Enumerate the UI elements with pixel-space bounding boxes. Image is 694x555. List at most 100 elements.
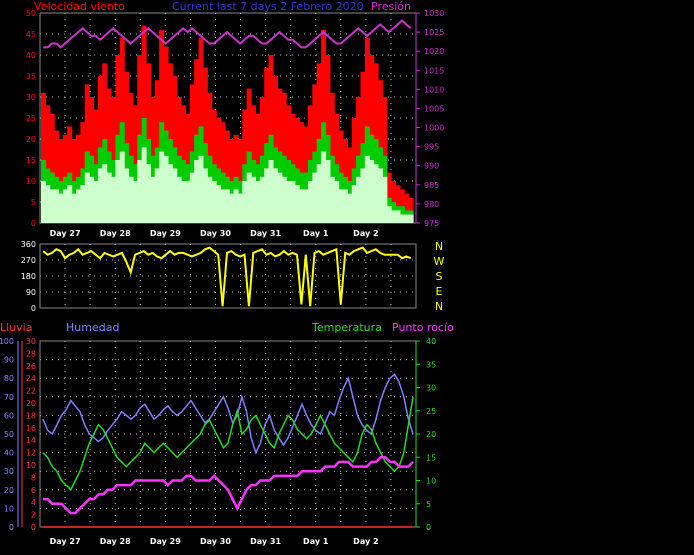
rain-y-tick-label: 16 bbox=[26, 424, 36, 433]
wind-light-bar bbox=[408, 214, 414, 223]
climate-x-tick-label: Day 28 bbox=[100, 537, 131, 546]
wind-light-bar bbox=[150, 176, 156, 223]
wind-light-bar bbox=[229, 193, 235, 223]
wind-gust-bar bbox=[45, 105, 51, 223]
wind-light-bar bbox=[377, 168, 383, 223]
wind-light-bar bbox=[391, 210, 397, 223]
wind-y-tick-label: 5 bbox=[31, 198, 36, 207]
pressure-y-tick-label: 1030 bbox=[424, 9, 444, 18]
wind-light-bar bbox=[106, 172, 112, 223]
rain-y-tick-label: 4 bbox=[31, 498, 36, 507]
humidity-y-tick-label: 30 bbox=[4, 467, 14, 476]
temperature-y-tick-label: 30 bbox=[426, 384, 436, 393]
climate-x-tick-label: Day 27 bbox=[50, 537, 81, 546]
direction-y-tick-label: 90 bbox=[26, 288, 36, 297]
climate-x-axis: Day 27 Day 28 Day 29 Day 30 Day 31 Day 1 Day 2 bbox=[50, 537, 379, 546]
wind-light-bar bbox=[176, 176, 182, 223]
wind-x-tick-label: Day 29 bbox=[150, 229, 181, 238]
wind-light-bar bbox=[272, 168, 278, 223]
wind-light-bar bbox=[216, 185, 222, 223]
wind-light-bar bbox=[97, 168, 103, 223]
wind-light-bar bbox=[137, 160, 143, 223]
wind-light-bar bbox=[62, 189, 68, 223]
wind-light-bar bbox=[181, 181, 187, 223]
wind-x-tick-label: Day 31 bbox=[250, 229, 281, 238]
wind-axis-title: Velocidad viento bbox=[34, 0, 125, 13]
temperature-y-tick-label: 10 bbox=[426, 477, 436, 486]
rain-y-tick-label: 2 bbox=[31, 511, 36, 520]
wind-light-bar bbox=[268, 160, 274, 223]
wind-light-bar bbox=[194, 160, 200, 223]
wind-light-bar bbox=[233, 189, 239, 223]
wind-light-bar bbox=[351, 185, 357, 223]
wind-light-bar bbox=[189, 172, 195, 223]
direction-series bbox=[42, 246, 412, 307]
humidity-y-tick-label: 90 bbox=[4, 356, 14, 365]
rain-y-tick-label: 28 bbox=[26, 349, 36, 358]
temperature-axis-title: Temperatura bbox=[311, 321, 382, 334]
wind-light-bar bbox=[404, 214, 410, 223]
wind-light-bar bbox=[198, 155, 204, 223]
direction-y-tick-label: 180 bbox=[21, 272, 36, 281]
wind-light-bar bbox=[364, 155, 370, 223]
pressure-y-tick-label: 1005 bbox=[424, 104, 444, 113]
wind-light-bar bbox=[259, 176, 265, 223]
wind-light-bar bbox=[58, 193, 64, 223]
wind-gust-bar bbox=[49, 113, 55, 223]
wind-light-bar bbox=[224, 189, 230, 223]
wind-light-bar bbox=[356, 176, 362, 223]
temperature-y-axis: 0 5 10 15 20 25 30 35 40 bbox=[415, 337, 436, 532]
pressure-y-tick-label: 1010 bbox=[424, 85, 444, 94]
humidity-y-tick-label: 100 bbox=[0, 337, 14, 346]
wind-light-bar bbox=[154, 168, 160, 223]
climate-x-tick-label: Day 31 bbox=[250, 537, 281, 546]
wind-gust-bar bbox=[41, 92, 46, 223]
wind-light-bar bbox=[399, 214, 405, 223]
dewpoint-line bbox=[43, 456, 414, 515]
rain-y-tick-label: 10 bbox=[26, 461, 36, 470]
direction-y-tick-label: 270 bbox=[21, 256, 36, 265]
wind-light-bar bbox=[360, 168, 366, 223]
wind-light-bar bbox=[321, 151, 327, 223]
wind-x-tick-label: Day 2 bbox=[353, 229, 378, 238]
wind-bars bbox=[41, 19, 414, 224]
direction-y-axis: 0 90 180 270 360 bbox=[21, 240, 36, 313]
humidity-y-tick-label: 70 bbox=[4, 393, 14, 402]
wind-light-bar bbox=[211, 181, 217, 223]
wind-light-bar bbox=[255, 181, 261, 223]
humidity-y-axis: 0 10 20 30 40 50 60 70 80 90 100 bbox=[0, 337, 19, 532]
wind-y-tick-label: 40 bbox=[26, 51, 36, 60]
direction-line bbox=[42, 246, 412, 307]
pressure-y-tick-label: 975 bbox=[424, 219, 439, 228]
wind-light-bar bbox=[84, 172, 90, 223]
rain-axis-title: Lluvia bbox=[0, 321, 32, 334]
wind-light-bar bbox=[329, 176, 335, 223]
wind-y-tick-label: 50 bbox=[26, 9, 36, 18]
wind-y-tick-label: 10 bbox=[26, 177, 36, 186]
wind-light-bar bbox=[290, 181, 296, 223]
wind-x-axis: Day 27 Day 28 Day 29 Day 30 Day 31 Day 1 Day 2 bbox=[50, 229, 379, 238]
rain-y-tick-label: 26 bbox=[26, 362, 36, 371]
compass-label: N bbox=[435, 240, 443, 253]
rain-y-tick-label: 8 bbox=[31, 473, 36, 482]
wind-light-bar bbox=[312, 172, 318, 223]
temperature-y-tick-label: 25 bbox=[426, 407, 436, 416]
temperature-y-tick-label: 40 bbox=[426, 337, 436, 346]
wind-light-bar bbox=[163, 155, 169, 223]
wind-light-bar bbox=[281, 176, 287, 223]
wind-light-bar bbox=[115, 160, 121, 223]
wind-light-bar bbox=[277, 172, 283, 223]
compass-label: W bbox=[434, 255, 445, 268]
wind-gust-bar bbox=[404, 193, 410, 223]
wind-light-bar bbox=[299, 189, 305, 223]
wind-light-bar bbox=[41, 181, 46, 223]
pressure-axis-title: Presión bbox=[371, 0, 411, 13]
humidity-y-tick-label: 0 bbox=[9, 523, 14, 532]
wind-light-bar bbox=[67, 185, 73, 223]
pressure-y-tick-label: 1000 bbox=[424, 124, 444, 133]
wind-light-bar bbox=[237, 193, 243, 223]
wind-light-bar bbox=[172, 168, 178, 223]
wind-gust-bar bbox=[395, 185, 401, 223]
